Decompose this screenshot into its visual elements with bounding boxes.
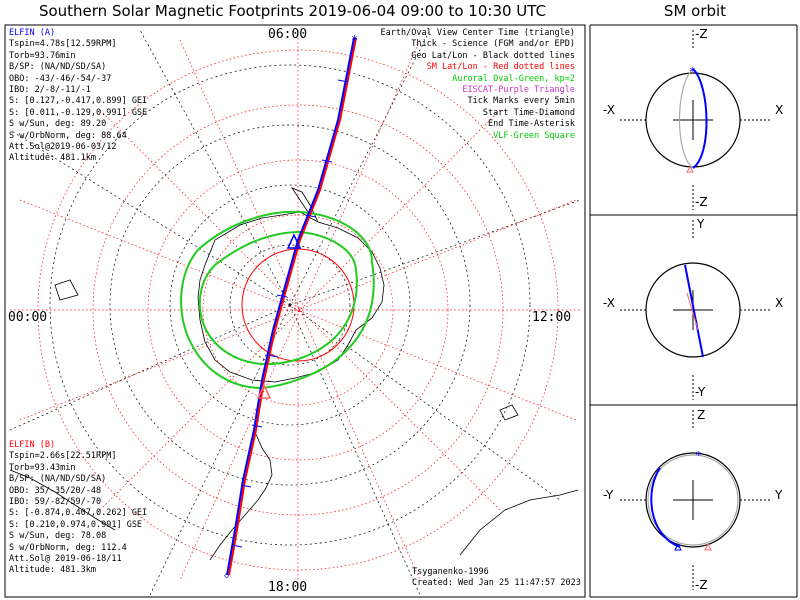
elfin-b-line: S w/OrbNorm, deg: 112.4 — [9, 542, 127, 553]
south-america-outline — [209, 419, 273, 561]
elfin-b-footprint — [228, 37, 357, 576]
continent-outlines — [9, 187, 579, 561]
geo-grid — [9, 29, 581, 596]
elfin-a-line: B/SP: (NA/ND/SD/SA) — [9, 62, 107, 73]
sm-pole-circle — [241, 248, 355, 362]
elfin-b-line: S w/Sun, deg: 78.08 — [9, 531, 107, 542]
orbit3-left-label: -Y — [603, 488, 614, 502]
legend-item: Thick - Science (FGM and/or EPD) — [411, 39, 575, 50]
elfin-a-name: ELFIN (A) — [9, 28, 56, 38]
map-title: Southern Solar Magnetic Footprints 2019-… — [38, 2, 547, 20]
clock-label-bottom: 18:00 — [268, 580, 308, 595]
elfin-b-line: S: [-0.874,0.407,0.262] GEI — [9, 508, 148, 519]
orbit3-top-label: Z — [697, 408, 706, 422]
africa-outline — [9, 469, 116, 531]
elfin-b-line: S: [0.210,0.974,0.991] GSE — [9, 519, 143, 530]
elfin-a-line: IBO: 2/-8/-11/-1 — [9, 85, 91, 96]
clock-label-right: 12:00 — [532, 310, 572, 325]
model-credit: Tsyganenko-1996 — [412, 567, 489, 577]
elfin-b-triangle — [704, 542, 712, 551]
elfin-a-end-asterisk: * — [695, 449, 702, 462]
auroral-ovals — [180, 210, 375, 390]
orbit3-right-label: Y — [775, 488, 783, 502]
elfin-b-orbit — [647, 454, 739, 546]
elfin-a-center-triangle — [286, 233, 302, 249]
elfin-a-line: S: [0.127,-0.417,0.899] GEI — [9, 96, 148, 107]
legend-item: End Time-Asterisk — [488, 119, 575, 130]
legend-item: Geo Lat/Lon - Black dotted lines — [411, 50, 575, 61]
orbit-title: SM orbit — [663, 2, 727, 20]
orbit3-bottom-label: -Z — [695, 578, 708, 592]
southern-island-a — [54, 279, 79, 301]
elfin-a-orbit — [692, 68, 708, 169]
antarctica-outline — [197, 211, 385, 383]
elfin-a-line: OBO: -43/-46/-54/-37 — [9, 73, 112, 84]
elfin-b-line: Att.Sol@ 2019-06-18/11 — [9, 554, 122, 565]
auroral-oval-outer — [180, 210, 375, 390]
elfin-a-orbit — [684, 264, 704, 358]
legend-item: Auroral Oval-Green, kp=2 — [452, 73, 575, 84]
orbit1-right-label: X — [775, 103, 784, 117]
australia-outline — [459, 489, 579, 556]
elfin-a-line: Torb=93.76min — [9, 50, 76, 61]
elfin-b-line: Tspin=2.66s[22.51RPM] — [9, 451, 117, 462]
orbit2-right-label: X — [775, 296, 784, 310]
elfin-a-start-diamond: ◇ — [224, 571, 230, 581]
legend-item: SM Lat/Lon - Red dotted lines — [426, 62, 575, 73]
orbit1-left-label: -X — [603, 103, 615, 117]
elfin-a-triangle — [674, 542, 682, 551]
clock-label-top: 06:00 — [268, 27, 308, 42]
elfin-a-end-asterisk: * — [689, 65, 696, 78]
orbit1-bottom-label: -Z — [695, 195, 708, 209]
elfin-a-orbit — [650, 467, 681, 548]
orbit-panel-xy — [620, 220, 770, 400]
tick-marks — [231, 79, 349, 548]
orbit-panel-yz: * — [620, 410, 770, 590]
auroral-oval-inner — [198, 230, 358, 366]
orbit2-bottom-label: -Y — [695, 385, 706, 399]
elfin-b-name: ELFIN (B) — [9, 440, 56, 450]
elfin-b-info: ELFIN (B) Tspin=2.66s[22.51RPM] Torb=93.… — [9, 440, 147, 577]
elfin-a-line: Att.Sol@2019-06-03/12 — [9, 142, 117, 153]
elfin-b-line: OBO: 35/-35/20/-48 — [9, 485, 102, 496]
southern-island-b — [499, 404, 519, 421]
elfin-a-line: S: [0.011,-0.129,0.991] GSE — [9, 107, 148, 118]
elfin-b-line: Torb=93.43min — [9, 462, 76, 473]
elfin-a-line: Altitude: 481.1km — [9, 153, 96, 164]
legend-item: Tick Marks every 5min — [467, 96, 575, 107]
elfin-b-line: IBO: 59/-82/59/-70 — [9, 497, 102, 508]
clock-label-left: 00:00 — [8, 310, 48, 325]
elfin-b-line: B/SP: (NA/ND/SD/SA) — [9, 474, 107, 485]
orbit-panels: * * — [620, 30, 770, 590]
elfin-b-center-triangle — [256, 383, 272, 399]
legend-item: Start Time-Diamond — [482, 107, 575, 118]
legend-item: EISCAT-Purple Triangle — [462, 85, 575, 96]
elfin-b-triangle — [686, 166, 694, 173]
elfin-a-footprint — [226, 37, 355, 576]
elfin-b-orbit — [686, 292, 699, 331]
elfin-a-end-asterisk: * — [351, 33, 358, 47]
elfin-a-info: ELFIN (A) Tspin=4.78s[12.59RPM] Torb=93.… — [9, 28, 147, 165]
legend-item: VLF-Green Square — [493, 130, 575, 141]
orbit1-top-label: -Z — [695, 27, 708, 41]
elfin-a-line: S w/OrbNorm, deg: 88.64 — [9, 130, 127, 141]
created-timestamp: Created: Wed Jan 25 11:47:57 2023 — [412, 578, 581, 588]
legend-item: Earth/Oval View Center Time (triangle) — [380, 28, 575, 38]
elfin-a-line: Tspin=4.78s[12.59RPM] — [9, 39, 117, 50]
map-legend: Earth/Oval View Center Time (triangle) T… — [381, 28, 575, 142]
elfin-b-orbit — [679, 68, 694, 169]
orbit2-top-label: Y — [697, 217, 705, 231]
orbit2-left-label: -X — [603, 296, 615, 310]
sm-grid — [10, 30, 580, 590]
elfin-a-line: S w/Sun, deg: 89.20 — [9, 119, 107, 130]
orbit-panel-xz: * — [620, 30, 770, 210]
elfin-b-line: Altitude: 481.3km — [9, 565, 96, 576]
